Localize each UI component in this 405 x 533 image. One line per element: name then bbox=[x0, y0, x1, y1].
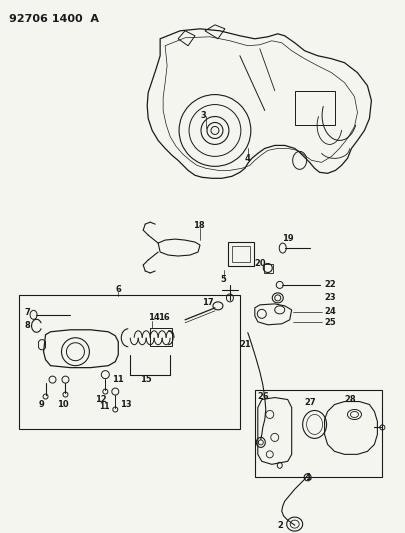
Text: 23: 23 bbox=[324, 293, 336, 302]
Text: 20: 20 bbox=[255, 259, 266, 268]
Text: 22: 22 bbox=[324, 280, 336, 289]
Bar bbox=[150, 328, 172, 346]
Text: 7: 7 bbox=[25, 309, 30, 317]
Text: 11: 11 bbox=[112, 375, 124, 384]
Bar bbox=[19, 295, 240, 430]
Text: 13: 13 bbox=[120, 400, 132, 409]
Bar bbox=[228, 242, 254, 266]
Text: 8: 8 bbox=[25, 321, 30, 330]
Text: 27: 27 bbox=[305, 398, 316, 407]
Text: 19: 19 bbox=[282, 233, 293, 243]
Text: 26: 26 bbox=[258, 392, 270, 401]
Text: 25: 25 bbox=[324, 318, 336, 327]
Text: 16: 16 bbox=[158, 313, 170, 322]
Text: 11: 11 bbox=[99, 402, 110, 411]
Bar bbox=[232, 246, 250, 262]
Text: 5: 5 bbox=[220, 276, 226, 285]
Text: 21: 21 bbox=[240, 340, 252, 349]
Text: 3: 3 bbox=[200, 111, 206, 120]
Text: 2: 2 bbox=[278, 521, 284, 530]
Bar bbox=[264, 264, 273, 273]
Text: 15: 15 bbox=[140, 375, 152, 384]
Text: 6: 6 bbox=[115, 285, 121, 294]
Text: 92706 1400  A: 92706 1400 A bbox=[9, 14, 99, 24]
Bar bbox=[295, 91, 335, 125]
Text: 4: 4 bbox=[245, 154, 251, 163]
Text: 28: 28 bbox=[345, 395, 356, 404]
Text: 18: 18 bbox=[193, 221, 205, 230]
Text: 10: 10 bbox=[58, 400, 69, 409]
Text: 24: 24 bbox=[324, 308, 336, 317]
Text: 9: 9 bbox=[38, 400, 44, 409]
Text: 17: 17 bbox=[202, 298, 213, 308]
Text: 14: 14 bbox=[148, 313, 160, 322]
Bar bbox=[255, 390, 382, 477]
Text: 12: 12 bbox=[95, 395, 107, 404]
Text: 1: 1 bbox=[305, 473, 311, 482]
